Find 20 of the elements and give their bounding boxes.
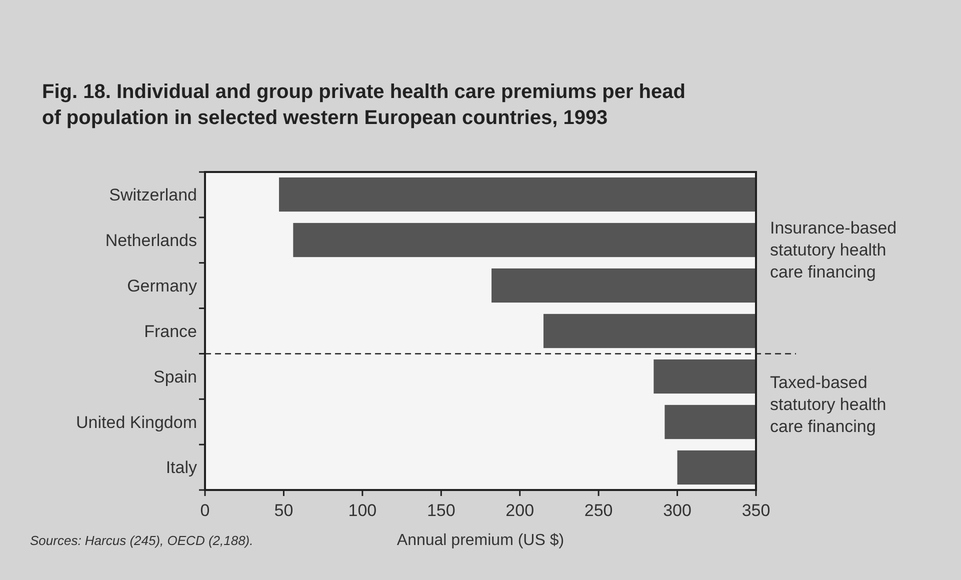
y-tick-label: Switzerland [109, 186, 197, 205]
x-tick-label: 150 [426, 501, 456, 520]
y-tick-label: United Kingdom [76, 412, 197, 432]
y-tick-label: France [144, 322, 197, 341]
y-tick-label: Spain [154, 367, 197, 386]
y-tick-label: Netherlands [105, 231, 197, 250]
x-tick-label: 0 [200, 501, 210, 520]
text: Taxed-based statutory health care financing [770, 372, 886, 436]
source-note: Sources: Harcus (245), OECD (2,188). [30, 533, 254, 548]
x-tick-label: 350 [742, 501, 770, 520]
x-tick-label: 250 [584, 501, 613, 520]
x-tick-label: 50 [274, 501, 294, 520]
x-axis-title: Annual premium (US $) [396, 532, 564, 549]
chart-title: Fig. 18. Individual and group private health care premiums per head of population in selected western European countries, 1993 [42, 81, 686, 129]
y-tick-label: Italy [166, 458, 198, 478]
y-tick-label: Germany [127, 276, 198, 296]
text: Insurance-based statutory health care financing [770, 218, 897, 282]
x-tick-label: 100 [348, 501, 377, 520]
x-tick-label: 200 [506, 501, 534, 520]
x-tick-label: 300 [663, 501, 692, 520]
